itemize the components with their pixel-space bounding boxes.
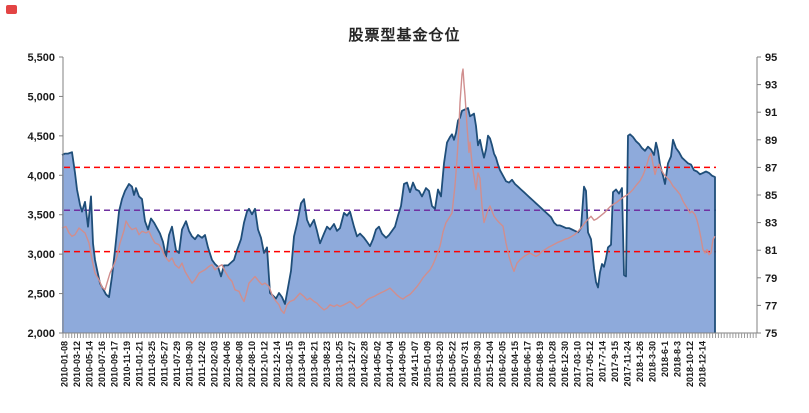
x-tick-label: 2011-01-21: [135, 341, 145, 387]
x-tick-label: 2012-04-06: [222, 341, 232, 387]
y-right-tick-label: 89: [765, 135, 777, 147]
x-tick-label: 2013-12-27: [347, 341, 357, 387]
y-left-tick-label: 5,000: [27, 91, 55, 103]
x-tick-label: 2017-7-14: [597, 341, 607, 382]
y-right-tick-label: 75: [765, 328, 777, 340]
x-tick-label: 2012-08-10: [247, 341, 257, 387]
x-tick-label: 2013-08-23: [322, 341, 332, 387]
x-tick-label: 2014-02-28: [360, 341, 370, 387]
x-tick-label: 2018-1-26: [635, 341, 645, 382]
x-tick-label: 2013-10-25: [335, 341, 345, 387]
y-left-tick-label: 3,000: [27, 249, 55, 261]
y-left-tick-label: 4,500: [27, 131, 55, 143]
x-tick-label: 2011-07-29: [172, 341, 182, 387]
x-tick-label: 2010-01-08: [60, 341, 70, 387]
x-tick-label: 2013-02-15: [285, 341, 295, 387]
y-right-tick-label: 77: [765, 300, 777, 312]
y-right-tick-label: 85: [765, 190, 777, 202]
y-left-tick-label: 2,000: [27, 328, 55, 340]
red-corner-mark: [6, 5, 17, 14]
x-tick-label: 2018-12-14: [698, 341, 708, 387]
y-right-tick-label: 95: [765, 52, 777, 64]
x-tick-label: 2018-3-30: [648, 341, 658, 382]
x-tick-label: 2014-07-04: [385, 341, 395, 387]
x-tick-label: 2018-6-1: [660, 341, 670, 377]
y-right-tick-label: 81: [765, 245, 777, 257]
x-tick-label: 2010-05-14: [85, 341, 95, 387]
x-tick-label: 2018-8-3: [673, 341, 683, 377]
x-tick-label: 2017-11-24: [623, 341, 633, 387]
x-tick-label: 2015-09-30: [472, 341, 482, 387]
x-tick-label: 2015-12-04: [485, 341, 495, 387]
y-right-tick-label: 91: [765, 107, 777, 119]
x-tick-label: 2010-03-12: [72, 341, 82, 387]
x-tick-label: 2010-07-16: [97, 341, 107, 387]
x-tick-label: 2016-04-15: [510, 341, 520, 387]
x-tick-label: 2015-05-22: [447, 341, 457, 387]
x-tick-label: 2014-05-02: [372, 341, 382, 387]
x-tick-label: 2016-06-17: [522, 341, 532, 387]
y-right-tick-label: 87: [765, 162, 777, 174]
x-tick-label: 2013-04-19: [297, 341, 307, 387]
y-right-tick-label: 83: [765, 218, 777, 230]
blue-area-outline: [61, 107, 716, 333]
y-left-tick-label: 4,000: [27, 170, 55, 182]
x-tick-label: 2010-11-19: [122, 341, 132, 387]
x-tick-label: 2010-09-17: [110, 341, 120, 387]
x-tick-label: 2016-02-05: [497, 341, 507, 387]
x-tick-label: 2014-09-05: [397, 341, 407, 387]
y-left-tick-label: 2,500: [27, 289, 55, 301]
x-tick-label: 2011-12-02: [197, 341, 207, 387]
x-tick-label: 2011-09-30: [185, 341, 195, 387]
x-tick-label: 2012-06-08: [235, 341, 245, 387]
x-tick-label: 2017-9-15: [610, 341, 620, 382]
x-tick-label: 2013-06-21: [310, 341, 320, 387]
x-tick-label: 2015-03-20: [435, 341, 445, 387]
x-tick-label: 2016-10-28: [547, 341, 557, 387]
y-right-tick-label: 79: [765, 273, 777, 285]
blue-area-fill: [62, 108, 715, 333]
x-tick-label: 2012-10-12: [260, 341, 270, 387]
x-tick-label: 2016-08-19: [535, 341, 545, 387]
x-tick-label: 2014-11-07: [410, 341, 420, 387]
x-tick-label: 2011-03-25: [147, 341, 157, 387]
x-tick-label: 2015-01-09: [422, 341, 432, 387]
x-tick-label: 2015-07-31: [460, 341, 470, 387]
x-tick-label: 2011-05-27: [160, 341, 170, 387]
x-tick-label: 2012-02-03: [210, 341, 220, 387]
x-tick-label: 2017-05-12: [585, 341, 595, 387]
x-tick-label: 2012-12-14: [272, 341, 282, 387]
pink-line-series: [61, 68, 716, 314]
y-left-tick-label: 5,500: [27, 52, 55, 64]
x-tick-label: 2017-03-10: [572, 341, 582, 387]
chart-title: 股票型基金仓位: [348, 27, 461, 44]
x-tick-label: 2018-10-12: [685, 341, 695, 387]
x-tick-label: 2016-12-30: [560, 341, 570, 387]
y-right-tick-label: 93: [765, 80, 777, 92]
y-left-tick-label: 3,500: [27, 210, 55, 222]
